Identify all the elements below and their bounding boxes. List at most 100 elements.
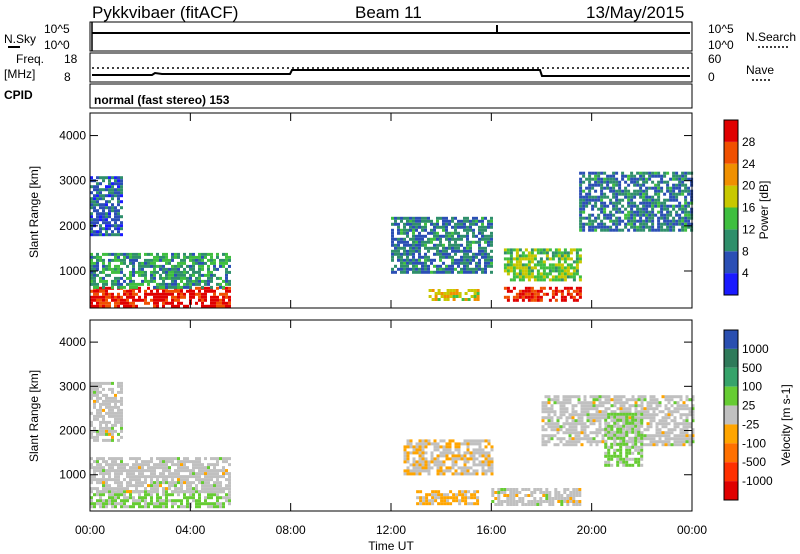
- power-cell: [624, 213, 628, 217]
- power-cell: [219, 258, 222, 262]
- velocity-cell: [571, 440, 575, 444]
- velocity-cell: [469, 439, 473, 443]
- power-cell: [138, 261, 141, 265]
- power-cell: [639, 207, 643, 211]
- power-cell: [421, 216, 424, 220]
- velocity-cell: [114, 469, 117, 473]
- velocity-cell: [560, 497, 564, 500]
- power-cell: [642, 219, 646, 223]
- power-cell: [687, 210, 691, 214]
- velocity-cell: [515, 500, 519, 503]
- velocity-cell: [120, 399, 123, 403]
- power-cell: [114, 176, 117, 180]
- power-cell: [448, 270, 451, 274]
- power-cell: [412, 258, 415, 262]
- power-cell: [222, 279, 225, 283]
- power-cell: [684, 222, 688, 226]
- velocity-cell: [619, 415, 623, 419]
- velocity-cell: [637, 437, 641, 441]
- velocity-cell: [512, 488, 516, 491]
- power-cell: [557, 269, 561, 273]
- velocity-cell: [108, 472, 111, 476]
- power-cell: [397, 231, 400, 235]
- velocity-cell: [412, 469, 416, 473]
- velocity-cell: [213, 502, 216, 506]
- power-cell: [472, 219, 475, 223]
- power-cell: [657, 204, 661, 208]
- power-cell: [412, 261, 415, 265]
- velocity-cell: [655, 407, 659, 411]
- power-cell: [430, 258, 433, 262]
- velocity-cell: [460, 454, 464, 458]
- power-cell: [630, 198, 634, 202]
- power-cell: [472, 252, 475, 256]
- velocity-cell: [207, 466, 210, 470]
- power-cell: [225, 301, 228, 305]
- velocity-cell: [565, 422, 569, 426]
- power-cell: [150, 298, 153, 302]
- power-cell: [171, 258, 174, 262]
- velocity-cell: [210, 493, 213, 497]
- velocity-cell: [409, 463, 413, 467]
- power-cell: [666, 171, 670, 175]
- power-cell: [469, 255, 472, 259]
- power-cell: [582, 201, 586, 205]
- velocity-cell: [484, 454, 488, 458]
- velocity-cell: [497, 497, 501, 500]
- velocity-cell: [201, 487, 204, 491]
- velocity-cell: [676, 404, 680, 408]
- velocity-cell: [99, 420, 102, 424]
- velocity-cell: [183, 469, 186, 473]
- velocity-cell: [403, 445, 407, 449]
- velocity-cell: [475, 442, 479, 446]
- power-cell: [642, 174, 646, 178]
- velocity-cell: [578, 491, 582, 494]
- power-cell: [406, 240, 409, 244]
- power-cell: [451, 225, 454, 229]
- velocity-cell: [216, 469, 219, 473]
- velocity-cell: [165, 496, 168, 500]
- power-cell: [96, 212, 99, 216]
- power-cell: [669, 204, 673, 208]
- velocity-cell: [622, 401, 626, 405]
- velocity-cell: [556, 401, 560, 405]
- velocity-cell: [548, 497, 552, 500]
- velocity-cell: [563, 488, 567, 491]
- power-cell: [666, 207, 670, 211]
- power-cell: [603, 225, 607, 229]
- power-cell: [542, 275, 546, 279]
- power-cell: [174, 273, 177, 277]
- power-cell: [225, 258, 228, 262]
- velocity-cell: [610, 436, 614, 440]
- power-cell: [548, 286, 552, 290]
- power-cell: [430, 246, 433, 250]
- velocity-cell: [490, 460, 494, 464]
- velocity-cell: [604, 398, 608, 402]
- velocity-cell: [141, 484, 144, 488]
- power-cell: [518, 278, 522, 282]
- velocity-cell: [216, 502, 219, 506]
- power-cell: [472, 222, 475, 226]
- power-cell: [675, 210, 679, 214]
- power-cell: [111, 230, 114, 234]
- power-cell: [684, 198, 688, 202]
- power-cell: [96, 218, 99, 222]
- velocity-cell: [120, 426, 123, 430]
- power-cell: [545, 248, 549, 252]
- freq-right-tick-bottom: 0: [708, 70, 715, 84]
- power-cell: [123, 289, 126, 293]
- velocity-cell: [418, 442, 422, 446]
- velocity-cell: [114, 417, 117, 421]
- velocity-cell: [565, 440, 569, 444]
- velocity-cell: [553, 395, 557, 399]
- velocity-cell: [572, 500, 576, 503]
- power-cell: [153, 292, 156, 296]
- power-cell: [684, 201, 688, 205]
- velocity-cell: [472, 448, 476, 452]
- velocity-cell: [643, 434, 647, 438]
- power-cell: [463, 219, 466, 223]
- power-cell: [153, 304, 156, 308]
- velocity-cell: [491, 494, 495, 497]
- velocity-cell: [667, 398, 671, 402]
